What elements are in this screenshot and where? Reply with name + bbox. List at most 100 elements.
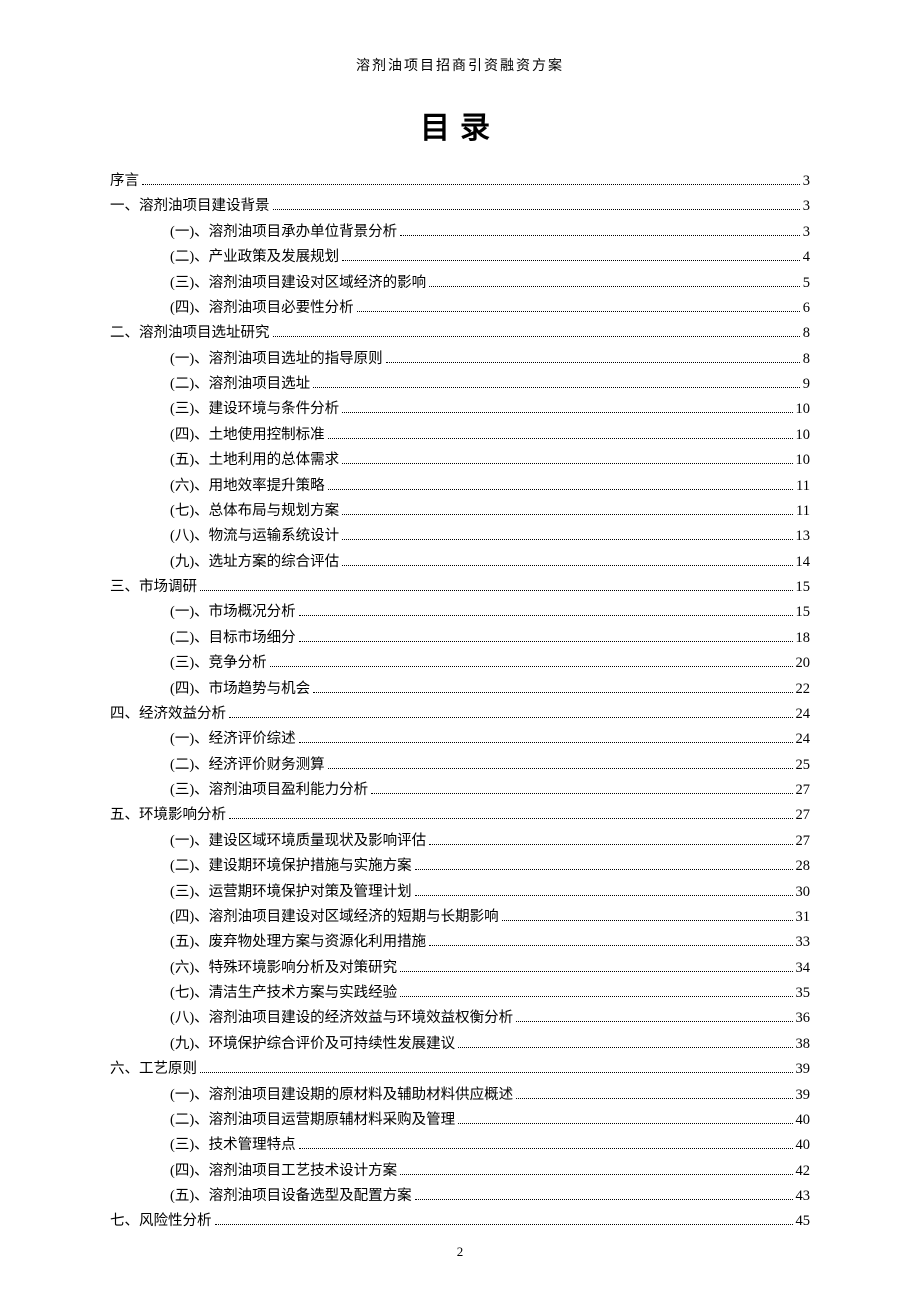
toc-leader-dots	[415, 895, 793, 896]
toc-entry-label: (六)、特殊环境影响分析及对策研究	[170, 956, 397, 981]
table-of-contents: 序言3一、溶剂油项目建设背景3(一)、溶剂油项目承办单位背景分析3(二)、产业政…	[110, 169, 810, 1235]
toc-entry-page: 4	[803, 245, 810, 270]
toc-entry-page: 24	[796, 702, 811, 727]
toc-leader-dots	[299, 615, 793, 616]
toc-entry-label: (一)、溶剂油项目选址的指导原则	[170, 347, 383, 372]
toc-leader-dots	[400, 996, 792, 997]
toc-entry-page: 14	[796, 550, 811, 575]
toc-leader-dots	[229, 818, 793, 819]
toc-leader-dots	[313, 692, 792, 693]
toc-entry-label: 六、工艺原则	[110, 1057, 197, 1082]
toc-entry: (三)、竞争分析 20	[170, 651, 810, 676]
toc-entry: (四)、市场趋势与机会22	[170, 677, 810, 702]
toc-entry-page: 34	[796, 956, 811, 981]
toc-entry-label: (八)、溶剂油项目建设的经济效益与环境效益权衡分析	[170, 1006, 513, 1031]
toc-leader-dots	[386, 362, 800, 363]
toc-entry-page: 38	[796, 1032, 811, 1057]
toc-entry: 四、经济效益分析24	[110, 702, 810, 727]
toc-entry: (二)、经济评价财务测算25	[170, 753, 810, 778]
toc-entry-page: 8	[803, 347, 810, 372]
toc-entry-label: (四)、溶剂油项目建设对区域经济的短期与长期影响	[170, 905, 499, 930]
toc-entry-page: 28	[796, 854, 811, 879]
toc-leader-dots	[328, 489, 793, 490]
toc-entry: (一)、溶剂油项目承办单位背景分析3	[170, 220, 810, 245]
toc-entry-page: 6	[803, 296, 810, 321]
toc-leader-dots	[142, 184, 800, 185]
toc-entry-label: (五)、废弃物处理方案与资源化利用措施	[170, 930, 426, 955]
toc-entry-page: 9	[803, 372, 810, 397]
toc-entry: (四)、溶剂油项目必要性分析6	[170, 296, 810, 321]
toc-leader-dots	[200, 1072, 793, 1073]
toc-entry: (四)、溶剂油项目工艺技术设计方案42	[170, 1159, 810, 1184]
toc-entry-label: (三)、竞争分析	[170, 651, 267, 676]
toc-entry-label: (三)、建设环境与条件分析	[170, 397, 339, 422]
toc-entry-label: (九)、环境保护综合评价及可持续性发展建议	[170, 1032, 455, 1057]
toc-entry-page: 27	[796, 778, 811, 803]
toc-entry-page: 10	[796, 397, 811, 422]
toc-leader-dots	[516, 1021, 792, 1022]
toc-entry: (二)、目标市场细分18	[170, 626, 810, 651]
toc-entry-page: 33	[796, 930, 811, 955]
toc-entry: (三)、运营期环境保护对策及管理计划30	[170, 880, 810, 905]
toc-entry-page: 43	[796, 1184, 811, 1209]
toc-leader-dots	[502, 920, 793, 921]
toc-leader-dots	[516, 1098, 792, 1099]
toc-entry: (二)、溶剂油项目运营期原辅材料采购及管理40	[170, 1108, 810, 1133]
toc-leader-dots	[458, 1123, 792, 1124]
toc-entry-label: (五)、土地利用的总体需求	[170, 448, 339, 473]
toc-leader-dots	[415, 1199, 793, 1200]
toc-leader-dots	[273, 336, 800, 337]
toc-entry-label: (二)、目标市场细分	[170, 626, 296, 651]
toc-leader-dots	[229, 717, 793, 718]
toc-entry: (七)、清洁生产技术方案与实践经验35	[170, 981, 810, 1006]
toc-entry-page: 3	[803, 194, 810, 219]
toc-entry-label: (三)、溶剂油项目盈利能力分析	[170, 778, 368, 803]
toc-entry: 五、环境影响分析27	[110, 803, 810, 828]
toc-leader-dots	[400, 1174, 792, 1175]
toc-leader-dots	[342, 565, 792, 566]
toc-entry: (六)、用地效率提升策略11	[170, 474, 810, 499]
toc-entry-label: (二)、溶剂油项目运营期原辅材料采购及管理	[170, 1108, 455, 1133]
toc-entry: 三、市场调研15	[110, 575, 810, 600]
toc-entry-page: 11	[796, 499, 810, 524]
toc-entry: 序言3	[110, 169, 810, 194]
toc-entry: (五)、土地利用的总体需求10	[170, 448, 810, 473]
toc-leader-dots	[328, 438, 793, 439]
toc-entry-label: (一)、溶剂油项目建设期的原材料及辅助材料供应概述	[170, 1083, 513, 1108]
toc-entry: (三)、技术管理特点40	[170, 1133, 810, 1158]
toc-entry-page: 39	[796, 1083, 811, 1108]
toc-entry-label: (七)、总体布局与规划方案	[170, 499, 339, 524]
toc-entry: (五)、废弃物处理方案与资源化利用措施 33	[170, 930, 810, 955]
toc-entry-label: (四)、土地使用控制标准	[170, 423, 325, 448]
toc-leader-dots	[357, 311, 800, 312]
toc-entry-label: (八)、物流与运输系统设计	[170, 524, 339, 549]
toc-entry: (八)、物流与运输系统设计 13	[170, 524, 810, 549]
toc-entry-page: 20	[796, 651, 811, 676]
toc-entry: (五)、溶剂油项目设备选型及配置方案 43	[170, 1184, 810, 1209]
toc-entry-page: 15	[796, 600, 811, 625]
toc-entry-label: (五)、溶剂油项目设备选型及配置方案	[170, 1184, 412, 1209]
toc-leader-dots	[313, 387, 800, 388]
toc-entry-label: 一、溶剂油项目建设背景	[110, 194, 270, 219]
toc-leader-dots	[429, 286, 800, 287]
toc-leader-dots	[400, 235, 800, 236]
toc-entry-page: 45	[796, 1209, 811, 1234]
toc-entry-page: 40	[796, 1133, 811, 1158]
toc-entry-page: 13	[796, 524, 811, 549]
toc-leader-dots	[328, 768, 793, 769]
toc-entry-page: 11	[796, 474, 810, 499]
toc-leader-dots	[342, 412, 792, 413]
toc-entry: (一)、溶剂油项目选址的指导原则 8	[170, 347, 810, 372]
toc-entry-label: (三)、运营期环境保护对策及管理计划	[170, 880, 412, 905]
toc-entry: (一)、建设区域环境质量现状及影响评估27	[170, 829, 810, 854]
toc-entry-label: (一)、建设区域环境质量现状及影响评估	[170, 829, 426, 854]
toc-entry: 二、溶剂油项目选址研究8	[110, 321, 810, 346]
toc-entry-page: 15	[796, 575, 811, 600]
toc-entry-page: 25	[796, 753, 811, 778]
toc-entry: (二)、溶剂油项目选址9	[170, 372, 810, 397]
toc-entry-label: 二、溶剂油项目选址研究	[110, 321, 270, 346]
toc-entry: (一)、市场概况分析15	[170, 600, 810, 625]
toc-leader-dots	[299, 1148, 793, 1149]
toc-entry-page: 39	[796, 1057, 811, 1082]
toc-entry-label: 五、环境影响分析	[110, 803, 226, 828]
